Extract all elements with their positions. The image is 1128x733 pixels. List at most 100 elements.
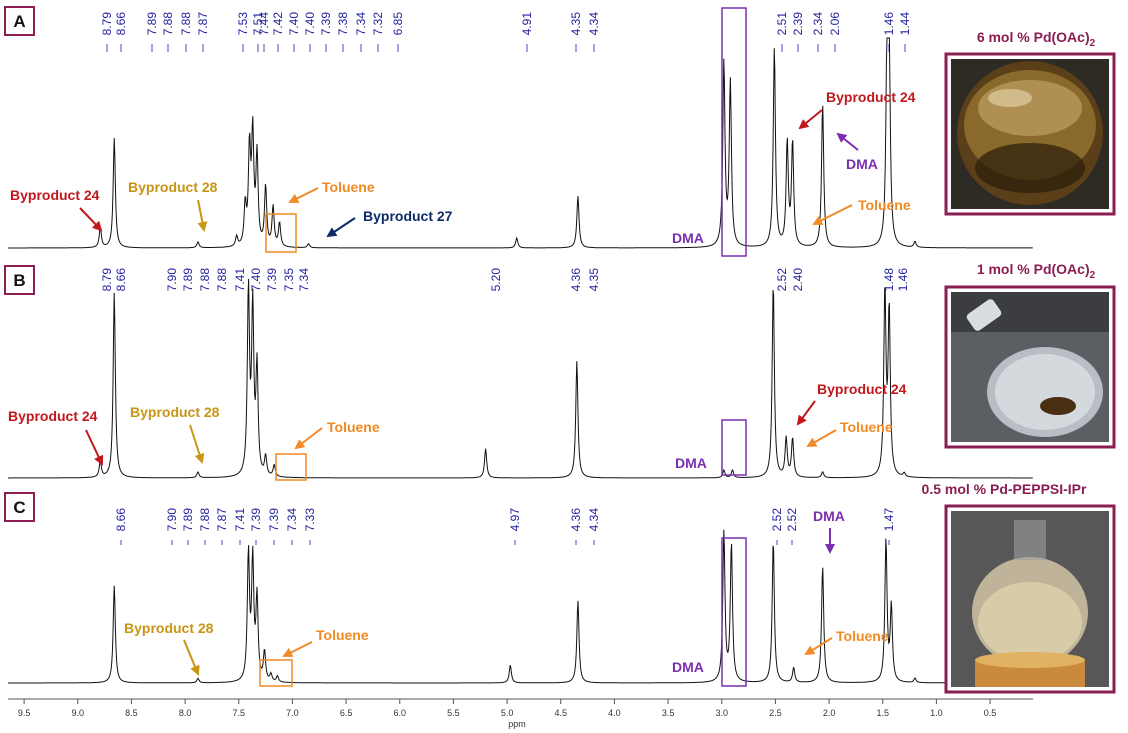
x-tick-label: 6.5 bbox=[340, 708, 353, 718]
peak-label: 4.34 bbox=[587, 508, 601, 532]
peak-label: 8.66 bbox=[114, 268, 128, 292]
arrow-toluene-aromatic bbox=[294, 427, 323, 450]
x-tick-label: 6.0 bbox=[393, 708, 406, 718]
annotation-byproduct24-left: Byproduct 24 bbox=[10, 187, 100, 203]
peak-label: 7.89 bbox=[181, 268, 195, 292]
peak-label: 7.89 bbox=[181, 508, 195, 532]
peak-label: 8.66 bbox=[114, 12, 128, 36]
annotation-toluene-methyl: Toluene bbox=[836, 628, 889, 644]
arrow-byproduct24-left bbox=[79, 207, 103, 232]
arrow-byproduct28 bbox=[183, 639, 200, 676]
spectrum-trace bbox=[8, 278, 1033, 479]
peak-label: 7.88 bbox=[215, 268, 229, 292]
x-tick-label: 5.5 bbox=[447, 708, 460, 718]
annotation-toluene-methyl: Toluene bbox=[858, 197, 911, 213]
peak-label: 8.66 bbox=[114, 508, 128, 532]
peak-label: 6.85 bbox=[391, 12, 405, 36]
condition-label: 0.5 mol % Pd-PEPPSI-IPr bbox=[922, 481, 1087, 497]
x-tick-label: 2.5 bbox=[769, 708, 782, 718]
peak-label: 7.40 bbox=[287, 12, 301, 36]
peak-label: 4.34 bbox=[587, 12, 601, 36]
peak-label: 4.35 bbox=[569, 12, 583, 36]
panel-letter-box bbox=[4, 492, 35, 522]
peak-label: 7.41 bbox=[233, 268, 247, 292]
peak-label: 7.44 bbox=[257, 12, 271, 36]
condition-main: 1 mol % Pd(OAc) bbox=[977, 261, 1090, 277]
peak-label: 7.34 bbox=[354, 12, 368, 36]
x-tick-label: 4.5 bbox=[554, 708, 567, 718]
peak-label: 7.87 bbox=[196, 12, 210, 36]
peak-label: 5.20 bbox=[489, 268, 503, 292]
x-tick-label: 1.0 bbox=[930, 708, 943, 718]
arrow-toluene-aromatic bbox=[282, 641, 313, 657]
annotation-toluene-aromatic: Toluene bbox=[322, 179, 375, 195]
toluene-highlight-box bbox=[265, 213, 297, 253]
peak-label: 7.41 bbox=[233, 508, 247, 532]
x-tick-label: 5.0 bbox=[501, 708, 514, 718]
peak-label-group: 8.79 8.66 7.89 7.88 7.88 7.87 7.53 7.517.44 7.42… bbox=[100, 12, 912, 52]
annotation-dma: DMA bbox=[675, 455, 707, 471]
condition-label: 1 mol % Pd(OAc)2 bbox=[977, 261, 1096, 281]
peak-label: 7.88 bbox=[161, 12, 175, 36]
peak-label: 7.90 bbox=[165, 508, 179, 532]
x-tick-label: 4.0 bbox=[608, 708, 621, 718]
peak-label: 2.52 bbox=[770, 508, 784, 532]
annotation-toluene-aromatic: Toluene bbox=[327, 419, 380, 435]
x-axis-ticks: 9.5 9.0 8.5 8.0 7.5 7.0 6.5 6.0 5.5 5.0 4.5 4.0 3.5 3… bbox=[18, 699, 996, 718]
peak-label: 2.52 bbox=[775, 268, 789, 292]
annotation-byproduct27: Byproduct 27 bbox=[363, 208, 453, 224]
condition-subscript: 2 bbox=[1090, 270, 1096, 281]
dma-highlight-box bbox=[721, 7, 747, 257]
arrow-byproduct28 bbox=[189, 424, 205, 464]
peak-label: 2.40 bbox=[791, 268, 805, 292]
peak-label: 7.34 bbox=[297, 268, 311, 292]
peak-label: 7.40 bbox=[249, 268, 263, 292]
annotation-dma-arrow: DMA bbox=[813, 508, 845, 524]
peak-label: 2.06 bbox=[828, 12, 842, 36]
arrow-byproduct28 bbox=[197, 199, 208, 232]
x-tick-label: 9.5 bbox=[18, 708, 31, 718]
x-tick-label: 3.0 bbox=[715, 708, 728, 718]
peak-label: 7.51 bbox=[251, 12, 265, 36]
peak-label: 7.88 bbox=[198, 508, 212, 532]
x-tick-label: 7.5 bbox=[233, 708, 246, 718]
reaction-flask-photo bbox=[944, 285, 1116, 449]
peak-label: 4.91 bbox=[520, 12, 534, 36]
dma-highlight-box bbox=[721, 537, 747, 687]
peak-label: 1.47 bbox=[882, 508, 896, 532]
peak-label: 7.90 bbox=[165, 268, 179, 292]
annotation-byproduct24-right: Byproduct 24 bbox=[826, 89, 916, 105]
condition-main: 0.5 mol % Pd-PEPPSI-IPr bbox=[922, 481, 1087, 497]
peak-label: 7.89 bbox=[145, 12, 159, 36]
x-tick-label: 8.0 bbox=[179, 708, 192, 718]
peak-label: 2.52 bbox=[785, 508, 799, 532]
panel-letter: B bbox=[13, 271, 25, 290]
x-axis-label: ppm bbox=[508, 719, 526, 729]
peak-label: 1.44 bbox=[898, 12, 912, 36]
peak-label-group: 8.79 8.66 7.90 7.89 7.88 7.88 7.41 7.40 7.39 7.35… bbox=[100, 268, 910, 292]
toluene-highlight-box bbox=[259, 659, 293, 687]
peak-label: 7.87 bbox=[215, 508, 229, 532]
arrow-toluene-methyl bbox=[806, 429, 837, 447]
panel-b: B 8.79 8.66 7.90 7.89 7.88 7.88 7.41 7.40 7.39 7.… bbox=[4, 261, 1116, 481]
arrow-byproduct24-right bbox=[796, 400, 816, 426]
condition-label: 6 mol % Pd(OAc)2 bbox=[977, 29, 1096, 49]
annotation-byproduct28: Byproduct 28 bbox=[130, 404, 220, 420]
dma-highlight-box bbox=[721, 419, 747, 476]
arrow-toluene-aromatic bbox=[288, 187, 319, 203]
peak-label: 7.39 bbox=[267, 508, 281, 532]
reaction-flask-photo bbox=[944, 52, 1116, 216]
condition-main: 6 mol % Pd(OAc) bbox=[977, 29, 1090, 45]
arrow-dma bbox=[836, 132, 859, 151]
panel-c: C 8.66 7.90 7.89 7.88 7.87 7.41 7.39 7.39 7.34 7.… bbox=[4, 481, 1116, 694]
reaction-flask-photo bbox=[944, 504, 1116, 694]
x-tick-label: 2.0 bbox=[823, 708, 836, 718]
panel-letter-box bbox=[4, 6, 35, 36]
x-tick-label: 1.5 bbox=[876, 708, 889, 718]
peak-label: 4.36 bbox=[569, 268, 583, 292]
peak-label: 2.51 bbox=[775, 12, 789, 36]
annotation-byproduct28: Byproduct 28 bbox=[128, 179, 218, 195]
peak-label: 8.79 bbox=[100, 12, 114, 36]
peak-label: 7.32 bbox=[371, 12, 385, 36]
spectrum-trace bbox=[8, 529, 1033, 684]
